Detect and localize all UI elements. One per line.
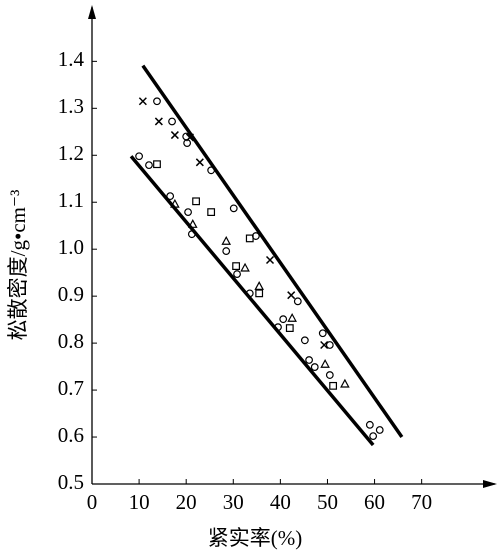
y-tick-label: 1.0	[58, 235, 84, 259]
point	[221, 235, 232, 245]
point	[153, 97, 161, 106]
x-tick-label: 60	[364, 490, 385, 514]
point	[154, 117, 163, 126]
point	[375, 426, 384, 434]
point	[184, 208, 192, 216]
y-tick-label: 1.3	[58, 94, 84, 118]
point	[293, 297, 302, 306]
point	[365, 420, 374, 429]
point	[340, 378, 350, 388]
point	[153, 160, 161, 169]
point	[287, 291, 296, 300]
point	[300, 336, 309, 345]
point	[240, 262, 250, 272]
y-tick-label: 0.8	[58, 329, 84, 353]
point	[325, 341, 334, 349]
point	[255, 289, 264, 298]
point	[310, 363, 319, 371]
x-axis-label: 紧实率(%)	[208, 526, 302, 550]
point	[166, 192, 175, 201]
point	[145, 161, 153, 170]
x-tick-label: 0	[87, 490, 98, 514]
x-tick-label: 10	[129, 490, 150, 514]
point	[229, 204, 238, 213]
x-tick-label: 70	[411, 490, 432, 514]
point	[265, 255, 275, 265]
point	[168, 117, 176, 126]
point	[320, 358, 330, 368]
point	[369, 432, 378, 441]
y-tick-label: 1.2	[58, 141, 84, 165]
point	[254, 281, 264, 290]
point	[195, 158, 204, 167]
y-tick-label: 0.5	[58, 470, 84, 494]
point	[192, 197, 200, 206]
point	[245, 289, 254, 298]
y-tick-label: 1.1	[58, 188, 84, 212]
point	[207, 208, 216, 216]
point	[320, 340, 329, 350]
point	[170, 198, 180, 208]
point	[232, 262, 241, 271]
x-tick-label: 20	[176, 490, 197, 514]
point	[285, 324, 294, 332]
point	[207, 166, 216, 175]
point	[222, 247, 231, 255]
y-tick-label: 0.9	[58, 282, 84, 306]
point	[325, 371, 334, 379]
y-tick-label: 1.4	[58, 47, 85, 71]
point	[185, 133, 194, 142]
x-tick-label: 50	[317, 490, 338, 514]
point	[135, 152, 143, 161]
boundary-line	[141, 64, 404, 439]
x-tick-label: 40	[270, 490, 291, 514]
point	[187, 219, 198, 228]
point	[287, 312, 297, 322]
point	[233, 270, 241, 278]
point	[274, 323, 282, 332]
point	[245, 234, 254, 243]
x-axis-arrow	[483, 480, 497, 488]
point	[279, 315, 288, 324]
y-tick-label: 0.6	[58, 423, 84, 447]
point	[187, 230, 196, 239]
point	[138, 97, 147, 106]
point	[329, 381, 338, 390]
point	[170, 131, 179, 140]
y-axis-label: 松散密度/g•cm⁻³	[6, 190, 30, 341]
y-tick-label: 0.7	[58, 376, 84, 400]
x-tick-label: 30	[223, 490, 244, 514]
y-axis-arrow	[88, 5, 96, 19]
point	[318, 329, 327, 338]
point	[305, 356, 313, 364]
boundary-line	[129, 155, 375, 447]
